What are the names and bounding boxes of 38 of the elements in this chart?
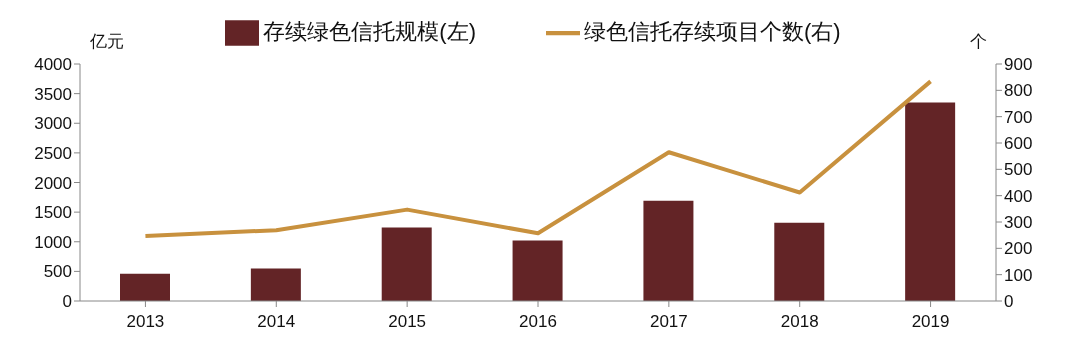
y-tick-label: 4000 (34, 55, 72, 75)
y2-tick-label: 200 (1004, 239, 1033, 259)
x-tick-label: 2017 (649, 312, 688, 332)
y-tick-label: 3500 (34, 84, 72, 104)
bar (381, 227, 432, 301)
y-axis-title: 亿元 (90, 31, 124, 53)
y2-axis-title: 个 (970, 31, 987, 53)
legend-label: 存续绿色信托规模(左) (263, 18, 476, 44)
x-tick-label: 2015 (388, 312, 427, 332)
y2-tick-label: 700 (1004, 107, 1033, 127)
y-tick-label: 3000 (34, 114, 72, 134)
line-series (143, 79, 933, 238)
y2-tick-label: 500 (1004, 160, 1033, 180)
y2-tick-label: 300 (1004, 213, 1033, 233)
x-tick-label: 2013 (126, 312, 165, 332)
y2-tick-label: 900 (1004, 55, 1033, 75)
bar (774, 222, 825, 301)
x-tick-label: 2014 (257, 312, 296, 332)
y2-tick-label: 100 (1004, 265, 1033, 285)
y-tick-label: 1500 (34, 203, 72, 223)
x-tick-label: 2016 (519, 312, 557, 332)
y2-tick-label: 600 (1004, 134, 1033, 154)
legend-label: 绿色信托存续项目个数(右) (584, 18, 841, 44)
y-tick-label: 2000 (34, 173, 72, 193)
bar (250, 268, 301, 301)
bar (643, 200, 694, 301)
x-tick-label: 2019 (911, 312, 950, 332)
y2-tick-label: 400 (1004, 186, 1033, 206)
y-tick-label: 2500 (34, 143, 72, 163)
y2-tick-label: 0 (1004, 292, 1014, 312)
y2-tick-label: 800 (1004, 81, 1033, 101)
y-tick-label: 0 (62, 292, 72, 312)
y-tick-label: 1000 (34, 232, 72, 252)
bar (512, 240, 563, 301)
y-tick-label: 500 (43, 262, 72, 282)
x-tick-label: 2018 (780, 312, 819, 332)
bar (120, 273, 170, 301)
bar (905, 102, 956, 301)
